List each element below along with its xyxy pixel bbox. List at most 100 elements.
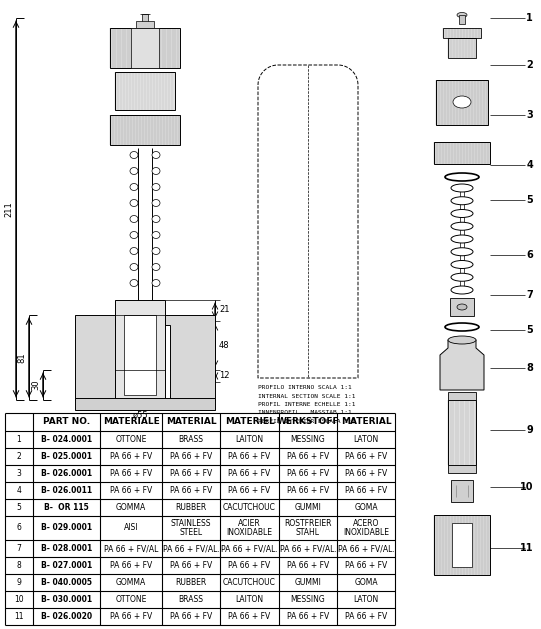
Text: PA 66 + FV/AL.: PA 66 + FV/AL. (221, 544, 278, 553)
Text: 10: 10 (519, 482, 533, 492)
Bar (451, 480, 473, 502)
Text: MATERIAL: MATERIAL (166, 418, 216, 426)
Text: GOMA: GOMA (354, 503, 378, 512)
Polygon shape (75, 315, 120, 400)
Text: PA 66 + FV: PA 66 + FV (170, 612, 212, 621)
Ellipse shape (152, 216, 160, 223)
Text: 7: 7 (17, 544, 22, 553)
Text: PA 66 + FV/AL.: PA 66 + FV/AL. (280, 544, 337, 553)
Text: PA 66 + FV/AL: PA 66 + FV/AL (104, 544, 158, 553)
Ellipse shape (451, 209, 473, 218)
Text: PART NO.: PART NO. (43, 418, 90, 426)
Bar (448, 38, 476, 58)
Bar (452, 523, 472, 567)
Text: PA 66 + FV: PA 66 + FV (345, 612, 387, 621)
Text: PA 66 + FV: PA 66 + FV (287, 452, 329, 461)
Text: 6: 6 (17, 523, 22, 533)
Text: PROFIL INTERNE ECHELLE 1:1: PROFIL INTERNE ECHELLE 1:1 (258, 402, 355, 407)
Bar (448, 400, 476, 465)
Text: BRASS: BRASS (179, 435, 203, 444)
Text: PA 66 + FV: PA 66 + FV (228, 561, 270, 570)
Text: PA 66 + FV: PA 66 + FV (228, 469, 270, 478)
Text: PA 66 + FV: PA 66 + FV (287, 486, 329, 495)
Text: ø55: ø55 (132, 411, 148, 420)
Text: AISI: AISI (124, 523, 138, 533)
Bar (448, 38, 476, 58)
Text: GUMMI: GUMMI (294, 503, 321, 512)
Text: 12: 12 (219, 372, 229, 381)
Text: CACUTCHOUC: CACUTCHOUC (223, 503, 276, 512)
Text: LATON: LATON (353, 435, 379, 444)
Text: PA 66 + FV: PA 66 + FV (110, 561, 152, 570)
Ellipse shape (453, 175, 471, 179)
Bar (110, 28, 180, 68)
Ellipse shape (457, 304, 467, 310)
Text: PA 66 + FV: PA 66 + FV (287, 469, 329, 478)
Polygon shape (115, 300, 165, 400)
Ellipse shape (451, 184, 473, 192)
Text: 1: 1 (17, 435, 22, 444)
Text: 6: 6 (526, 250, 533, 260)
Text: 3: 3 (17, 469, 22, 478)
Text: 2: 2 (526, 60, 533, 70)
Text: ACIER
INOXIDABLE: ACIER INOXIDABLE (227, 519, 273, 537)
Text: LAITON: LAITON (235, 595, 263, 604)
Text: ROSTFREIER
STAHL: ROSTFREIER STAHL (284, 519, 332, 537)
Bar (448, 465, 476, 473)
Bar (459, 15, 465, 24)
Text: 4: 4 (526, 160, 533, 170)
Text: CACUTCHOUC: CACUTCHOUC (223, 578, 276, 587)
Text: PA 66 + FV/AL.: PA 66 + FV/AL. (338, 544, 394, 553)
Text: 211: 211 (4, 201, 13, 217)
Polygon shape (165, 315, 215, 400)
Text: 8: 8 (526, 363, 533, 373)
Ellipse shape (130, 216, 138, 223)
Text: WERKSTOFF: WERKSTOFF (276, 418, 339, 426)
Text: LAITON: LAITON (235, 435, 263, 444)
Ellipse shape (451, 260, 473, 269)
Text: RUBBER: RUBBER (175, 578, 207, 587)
Bar (434, 515, 490, 575)
Text: 81: 81 (17, 353, 26, 364)
Ellipse shape (453, 96, 471, 108)
Text: GOMMA: GOMMA (116, 503, 146, 512)
Text: 11: 11 (14, 612, 24, 621)
Bar (434, 515, 490, 575)
Bar (142, 14, 148, 22)
Text: MATERIALE: MATERIALE (103, 418, 160, 426)
Text: ACERO
INOXIDABLE: ACERO INOXIDABLE (343, 519, 389, 537)
Bar (448, 392, 476, 400)
Text: MATERIEL: MATERIEL (225, 418, 274, 426)
Text: PA 66 + FV: PA 66 + FV (170, 452, 212, 461)
Ellipse shape (130, 247, 138, 255)
Ellipse shape (130, 152, 138, 159)
Text: PA 66 + FV/AL.: PA 66 + FV/AL. (163, 544, 219, 553)
Polygon shape (124, 315, 156, 395)
Text: STAINLESS
STEEL: STAINLESS STEEL (171, 519, 211, 537)
Text: BRASS: BRASS (179, 595, 203, 604)
Ellipse shape (152, 152, 160, 159)
Text: INTERNAL SECTION SCALE 1:1: INTERNAL SECTION SCALE 1:1 (258, 394, 355, 399)
Text: PA 66 + FV: PA 66 + FV (110, 469, 152, 478)
Text: PA 66 + FV: PA 66 + FV (287, 612, 329, 621)
Ellipse shape (152, 199, 160, 206)
Text: 9: 9 (526, 425, 533, 435)
Text: 5: 5 (17, 503, 22, 512)
Ellipse shape (130, 279, 138, 286)
Text: PA 66 + FV: PA 66 + FV (287, 561, 329, 570)
Text: B- 026.0011: B- 026.0011 (41, 486, 92, 495)
Text: 1: 1 (526, 13, 533, 23)
Text: 7: 7 (526, 290, 533, 300)
Text: LATON: LATON (353, 595, 379, 604)
Text: PA 66 + FV: PA 66 + FV (228, 486, 270, 495)
Text: B- 025.0001: B- 025.0001 (41, 452, 92, 461)
Text: PA 66 + FV: PA 66 + FV (345, 486, 387, 495)
Ellipse shape (152, 264, 160, 270)
Text: B-  OR 115: B- OR 115 (44, 503, 89, 512)
Text: PERFIL INTERIOR ESCALA 1:1: PERFIL INTERIOR ESCALA 1:1 (258, 419, 355, 424)
Text: PA 66 + FV: PA 66 + FV (110, 612, 152, 621)
Text: 10: 10 (14, 595, 24, 604)
Ellipse shape (445, 323, 479, 331)
Ellipse shape (451, 286, 473, 294)
Text: MESSING: MESSING (291, 595, 325, 604)
